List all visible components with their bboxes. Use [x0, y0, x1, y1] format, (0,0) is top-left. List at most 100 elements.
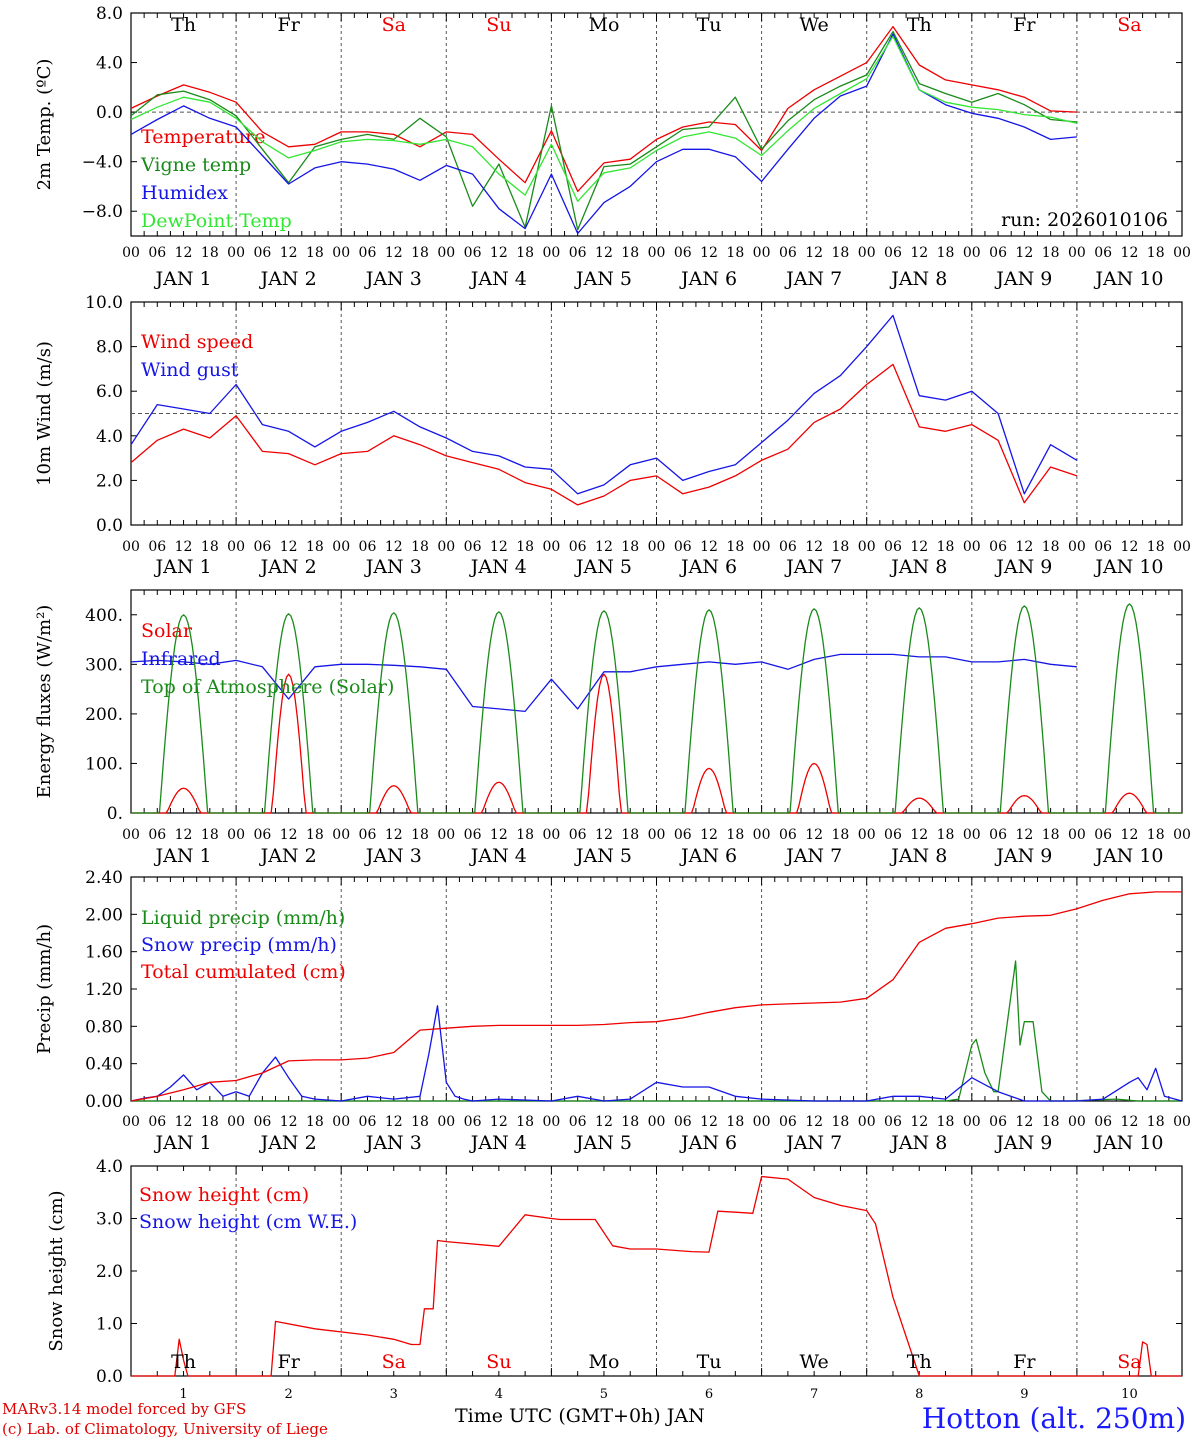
hour-tick-label: 00: [753, 827, 771, 843]
hour-tick-label: 12: [490, 539, 508, 555]
hour-tick-label: 00: [227, 1114, 245, 1130]
hour-tick-label: 00: [437, 245, 455, 261]
legend-entry: Snow height (cm W.E.): [139, 1211, 357, 1233]
day-number-label: 3: [390, 1387, 398, 1402]
day-number-label: 10: [1121, 1387, 1138, 1402]
hour-tick-label: 18: [621, 245, 639, 261]
y-tick-label: 0.40: [85, 1055, 123, 1075]
hour-tick-label: 18: [516, 1114, 534, 1130]
y-tick-label: 2.40: [85, 868, 123, 888]
series-line-total-cumulated-cm-: [130, 891, 1182, 1102]
day-name-label: Th: [907, 1351, 932, 1373]
hour-tick-label: 00: [858, 539, 876, 555]
date-label: JAN 2: [259, 556, 317, 578]
series-line-top-of-atmosphere-solar-: [131, 603, 1182, 814]
series-line-snow-height-cm-: [131, 1175, 1182, 1377]
hour-tick-label: 12: [910, 1114, 928, 1130]
hour-tick-label: 00: [122, 245, 140, 261]
hour-tick-label: 18: [621, 827, 639, 843]
y-tick-label: 100.: [85, 754, 123, 774]
hour-tick-label: 18: [306, 539, 324, 555]
hour-tick-label: 12: [1121, 539, 1139, 555]
day-name-label: Th: [171, 1351, 196, 1373]
y-tick-label: 1.20: [85, 980, 123, 1000]
hour-tick-label: 18: [1042, 539, 1060, 555]
hour-tick-label: 12: [490, 827, 508, 843]
y-tick-label: 400.: [85, 606, 123, 626]
hour-tick-label: 12: [1015, 827, 1033, 843]
y-axis-label: Snow height (cm): [46, 1190, 67, 1351]
y-axis-label: 2m Temp. (ºC): [34, 59, 55, 191]
hour-tick-label: 12: [595, 1114, 613, 1130]
y-tick-label: 2.0: [96, 471, 123, 491]
y-tick-label: 4.0: [96, 1157, 123, 1177]
date-label: JAN 6: [679, 845, 737, 867]
hour-tick-label: 18: [726, 1114, 744, 1130]
date-label: JAN 6: [679, 268, 737, 290]
hour-tick-label: 12: [910, 539, 928, 555]
date-label: JAN 8: [889, 1132, 947, 1154]
hour-tick-label: 18: [937, 245, 955, 261]
hour-tick-label: 18: [411, 1114, 429, 1130]
hour-tick-label: 06: [569, 539, 587, 555]
day-name-label: Sa: [1117, 1351, 1141, 1373]
series-line-temperature: [130, 25, 1077, 193]
date-label: JAN 5: [574, 556, 632, 578]
date-label: JAN 2: [259, 1132, 317, 1154]
day-name-label: Mo: [588, 1351, 619, 1373]
station-title: Hotton (alt. 250m): [921, 1402, 1186, 1435]
date-label: JAN 4: [469, 845, 527, 867]
hour-tick-label: 12: [700, 1114, 718, 1130]
y-tick-label: 8.0: [96, 4, 123, 24]
date-label: JAN 7: [784, 845, 842, 867]
hour-tick-label: 06: [884, 1114, 902, 1130]
hour-tick-label: 00: [1068, 827, 1086, 843]
hour-tick-label: 06: [884, 827, 902, 843]
hour-tick-label: 12: [280, 539, 298, 555]
date-label: JAN 4: [469, 268, 527, 290]
day-number-label: 9: [1020, 1387, 1028, 1402]
hour-tick-label: 06: [1094, 1114, 1112, 1130]
hour-tick-label: 00: [227, 245, 245, 261]
hour-tick-label: 12: [175, 245, 193, 261]
series-line-vigne-temp: [130, 30, 1077, 231]
hour-tick-label: 18: [1147, 1114, 1165, 1130]
day-name-label: Tu: [697, 1351, 722, 1373]
hour-tick-label: 00: [1068, 1114, 1086, 1130]
date-label: JAN 10: [1093, 268, 1163, 290]
date-label: JAN 4: [469, 556, 527, 578]
day-name-label: Su: [486, 1351, 511, 1373]
date-label: JAN 10: [1093, 1132, 1163, 1154]
x-axis-title: Time UTC (GMT+0h) JAN: [455, 1405, 705, 1427]
hour-tick-label: 00: [1068, 539, 1086, 555]
y-tick-label: 2.0: [96, 1262, 123, 1282]
date-label: JAN 7: [784, 1132, 842, 1154]
hour-tick-label: 12: [1015, 539, 1033, 555]
hour-tick-label: 12: [595, 245, 613, 261]
hour-tick-label: 06: [569, 245, 587, 261]
hour-tick-label: 18: [1147, 539, 1165, 555]
hour-tick-label: 06: [674, 1114, 692, 1130]
y-axis-label: Energy fluxes (W/m²): [34, 605, 55, 799]
day-name-label: Fr: [278, 1351, 301, 1373]
hour-tick-label: 06: [884, 539, 902, 555]
hour-tick-label: 12: [490, 1114, 508, 1130]
hour-tick-label: 12: [805, 245, 823, 261]
day-number-label: 5: [600, 1387, 608, 1402]
date-label: JAN 9: [994, 556, 1052, 578]
date-label: JAN 3: [364, 268, 422, 290]
day-name-label: Th: [907, 14, 932, 36]
date-label: JAN 7: [784, 556, 842, 578]
date-label: JAN 1: [154, 1132, 212, 1154]
hour-tick-label: 00: [648, 539, 666, 555]
hour-tick-label: 06: [148, 827, 166, 843]
hour-tick-label: 18: [201, 1114, 219, 1130]
date-label: JAN 2: [259, 268, 317, 290]
hour-tick-label: 12: [595, 827, 613, 843]
day-name-label: Tu: [697, 14, 722, 36]
hour-tick-label: 18: [201, 827, 219, 843]
hour-tick-label: 00: [332, 245, 350, 261]
hour-tick-label: 00: [963, 539, 981, 555]
hour-tick-label: 12: [805, 827, 823, 843]
